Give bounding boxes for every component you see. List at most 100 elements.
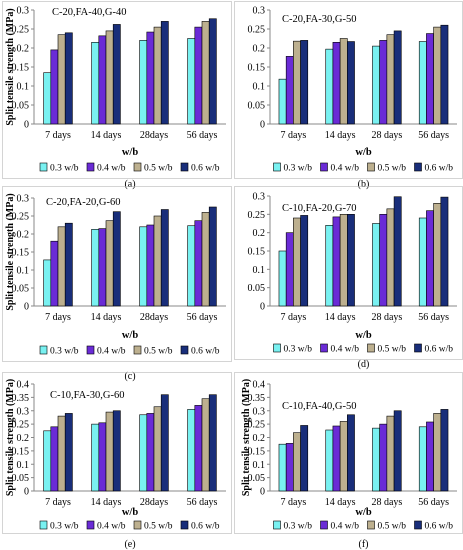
legend-label: 0.6 w/b [425,164,454,174]
chart-panel-b: 0 0.05 0.1 0.15 0.2 0.25 0.3 7 days 14 days 28 da… [248,6,457,190]
legend-swatch [320,162,328,172]
bar-0-3-w-b-28days [139,414,148,492]
y-tick-label: 0 [24,120,29,131]
legend-swatch [414,520,422,530]
bar-0-5-w-b-56-days [433,413,442,492]
bar-0-4-w-b-56-days [426,421,434,492]
bar-0-3-w-b-56-days [187,409,196,492]
bar-0-4-w-b-28days [146,224,155,307]
y-tick-label: 0.2 [17,230,30,241]
y-tick-label: 0.3 [253,406,266,417]
legend-label: 0.3 w/b [284,164,313,174]
y-tick-label: 0.05 [248,473,266,484]
legend-swatch [133,162,142,172]
y-tick-label: 0.4 [253,380,266,391]
x-tick-label: 7 days [45,130,71,141]
bar-0-5-w-b-14-days [105,411,114,492]
bar-0-6-w-b-28days [160,21,169,125]
panel-label: (c) [124,371,135,382]
bar-0-4-w-b-7-days [50,426,59,492]
chart-panel-f: 0 0.05 0.1 0.15 0.2 0.25 0.3 0.35 0.4 7 days 14 da… [241,379,457,550]
panel-frame [2,1,232,179]
bar-0-6-w-b-56-days [208,394,217,492]
y-tick-label: 0.05 [248,101,266,112]
bar-0-4-w-b-28days [146,413,155,492]
bar-0-3-w-b-7-days [278,443,287,492]
x-tick-label: 56 days [187,130,218,141]
bar-0-4-w-b-14-days [98,422,107,492]
legend-swatch [414,162,422,172]
x-tick-label: 28days [140,497,168,508]
legend-label: 0.3 w/b [284,345,313,355]
chart-title: C-10,FA-40,G-50 [282,401,356,412]
bar-0-3-w-b-7-days [43,72,52,125]
bar-0-6-w-b-14-days [112,211,121,307]
y-tick-label: 0.15 [12,248,30,259]
bar-0-6-w-b-7-days [64,413,73,492]
y-tick-label: 0.2 [253,44,266,55]
legend-label: 0.5 w/b [378,345,407,355]
bar-0-6-w-b-28-days [393,30,402,125]
x-axis-label: w/b [122,507,139,518]
y-tick-label: 0.1 [17,82,30,93]
bar-0-3-w-b-7-days [43,430,52,492]
bar-0-4-w-b-7-days [285,232,294,307]
bar-0-4-w-b-28-days [379,423,388,492]
bar-0-4-w-b-56-days [194,26,203,125]
legend-swatch [39,345,48,355]
y-tick-label: 0.1 [253,265,266,276]
bar-0-3-w-b-56-days [418,426,427,492]
bar-0-6-w-b-14-days [347,214,355,307]
legend-swatch [273,162,281,172]
legend-swatch [273,343,281,353]
y-tick-label: 0.05 [248,283,266,294]
bar-0-5-w-b-14-days [339,214,348,307]
legend: 0.3 w/b 0.4 w/b 0.5 w/b 0.6 w/b [273,343,453,355]
legend-swatch [133,345,142,355]
x-axis-label: w/b [355,330,372,341]
y-tick-label: 0 [260,120,265,131]
legend-swatch [367,520,375,530]
x-tick-label: 28 days [371,312,402,323]
y-tick-label: 0.2 [253,433,266,444]
y-tick-label: 0.35 [12,393,30,404]
legend-swatch [273,520,281,530]
bar-0-6-w-b-56-days [440,196,449,307]
legend-swatch [180,162,189,172]
bar-0-4-w-b-28days [146,31,155,125]
y-tick-label: 0.15 [248,247,266,258]
y-tick-label: 0 [24,302,29,313]
x-tick-label: 56 days [418,130,449,141]
legend-swatch [320,343,328,353]
bar-0-5-w-b-28-days [386,208,395,307]
chart-panel-e: 0 0.05 0.1 0.15 0.2 0.25 0.3 0.35 0.4 7 days 14 da… [5,379,226,550]
y-tick-label: 0.05 [12,284,30,295]
bar-0-3-w-b-7-days [43,259,52,307]
chart-panel-c: 0 0.05 0.1 0.15 0.2 0.25 0.3 7 days 14 days 28day… [5,193,226,382]
bar-0-5-w-b-28-days [386,415,395,492]
y-tick-label: 0.15 [248,63,266,74]
y-tick-label: 0.15 [248,446,266,457]
y-tick-label: 0.15 [12,63,30,74]
y-tick-label: 0.2 [253,228,266,239]
y-tick-label: 0.3 [253,192,266,203]
bar-0-4-w-b-56-days [426,210,434,307]
bar-0-6-w-b-14-days [112,24,121,125]
x-tick-label: 14 days [91,130,122,141]
bar-0-3-w-b-7-days [278,78,287,125]
bar-0-6-w-b-14-days [347,41,355,125]
x-tick-label: 28days [140,312,168,323]
legend-label: 0.5 w/b [144,522,173,532]
bar-0-3-w-b-14-days [91,423,100,492]
bar-0-5-w-b-14-days [105,30,114,125]
bar-0-5-w-b-7-days [57,34,66,125]
y-tick-label: 0.25 [12,212,30,223]
legend-label: 0.3 w/b [50,522,79,532]
x-tick-label: 7 days [280,130,306,141]
x-axis-label: w/b [122,147,139,158]
legend-label: 0.6 w/b [191,164,220,174]
x-tick-label: 28 days [371,130,402,141]
y-tick-label: 0.25 [12,25,30,36]
bar-0-4-w-b-14-days [332,41,341,125]
